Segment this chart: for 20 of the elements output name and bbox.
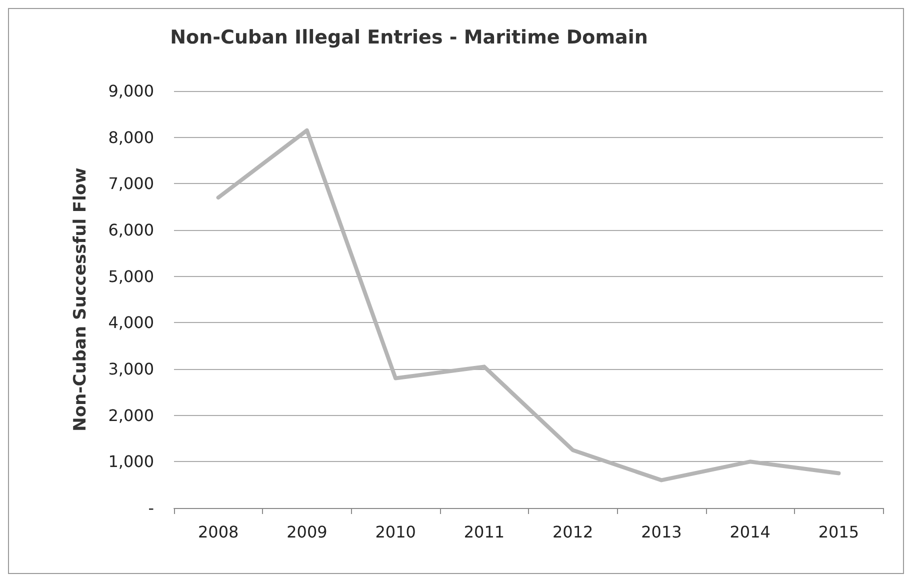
y-tick-label: 6,000 xyxy=(108,220,154,240)
y-tick-label: - xyxy=(148,498,154,518)
y-axis-title: Non-Cuban Successful Flow xyxy=(70,167,90,432)
x-tick-label: 2011 xyxy=(464,522,505,542)
y-tick-label: 2,000 xyxy=(108,406,154,425)
y-tick-label: 7,000 xyxy=(108,174,154,194)
x-tick-label: 2014 xyxy=(730,522,770,542)
x-tick-label: 2012 xyxy=(552,522,594,542)
y-tick-label: 3,000 xyxy=(108,360,154,378)
y-tick-label: 4,000 xyxy=(108,313,154,332)
y-tick-label: 1,000 xyxy=(108,452,154,472)
x-tick-label: 2008 xyxy=(198,522,239,542)
x-tick-label: 2009 xyxy=(286,522,328,542)
y-tick-label: 8,000 xyxy=(108,128,154,147)
y-tick-label: 9,000 xyxy=(108,82,154,100)
y-tick-label: 5,000 xyxy=(108,266,154,286)
x-tick-label: 2013 xyxy=(641,522,682,542)
x-tick-label: 2010 xyxy=(375,522,416,542)
chart-title: Non-Cuban Illegal Entries - Maritime Domain xyxy=(170,26,648,48)
x-tick-label: 2015 xyxy=(818,522,860,542)
